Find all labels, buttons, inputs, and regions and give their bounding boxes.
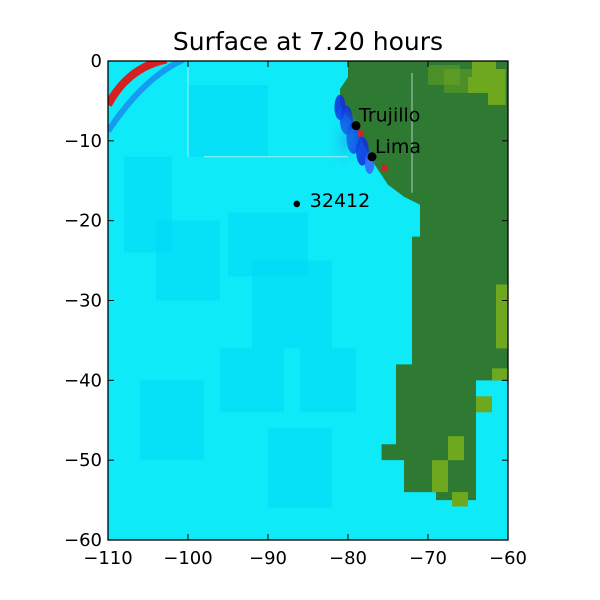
location-label: Lima	[375, 136, 421, 158]
y-tick-label: −30	[64, 291, 102, 312]
ocean-patch	[140, 380, 204, 461]
ocean-patch	[124, 156, 172, 253]
x-tick-label: −100	[163, 548, 212, 569]
x-tick-label: −80	[329, 548, 367, 569]
x-tick-label: −110	[83, 548, 132, 569]
x-tick-label: −70	[409, 548, 447, 569]
y-tick-label: −40	[64, 370, 102, 391]
ocean-patch	[220, 348, 284, 413]
highland-patch	[488, 68, 506, 105]
x-tick-label: −60	[489, 548, 527, 569]
chart-title: Surface at 7.20 hours	[172, 27, 444, 56]
wave-halo	[326, 106, 362, 175]
location-label: Trujillo	[358, 105, 420, 127]
highland-patch	[448, 436, 464, 461]
location-label: 32412	[310, 190, 370, 212]
location-markers: Trujillo Lima 32412	[293, 105, 421, 212]
coastal-crest	[382, 164, 387, 171]
y-tick-label: −50	[64, 450, 102, 471]
location-marker	[351, 121, 361, 131]
highland-patch	[444, 68, 476, 93]
y-tick-label: 0	[91, 51, 102, 72]
y-tick-label: −60	[64, 530, 102, 551]
highland-patch	[492, 368, 508, 381]
ocean-patch	[252, 260, 332, 349]
highland-patch	[468, 76, 492, 93]
ocean-patch	[300, 348, 356, 413]
plot-area	[108, 61, 508, 540]
highland-patch	[432, 460, 448, 493]
highland-patch	[496, 284, 508, 349]
wave-trough	[108, 61, 186, 133]
ocean-patch	[268, 428, 332, 509]
y-tick-label: −10	[64, 131, 102, 152]
x-axis: −110 −100 −90 −80 −70 −60	[83, 61, 527, 569]
y-tick-label: −20	[64, 211, 102, 232]
highland-patch	[452, 492, 468, 507]
ocean-patch	[188, 84, 268, 157]
x-tick-label: −90	[249, 548, 287, 569]
highland-patch	[476, 396, 492, 413]
location-marker	[367, 152, 377, 162]
location-marker	[293, 200, 301, 208]
y-axis: 0 −10 −20 −30 −40 −50 −60	[64, 51, 508, 551]
highland-patch	[428, 64, 460, 85]
